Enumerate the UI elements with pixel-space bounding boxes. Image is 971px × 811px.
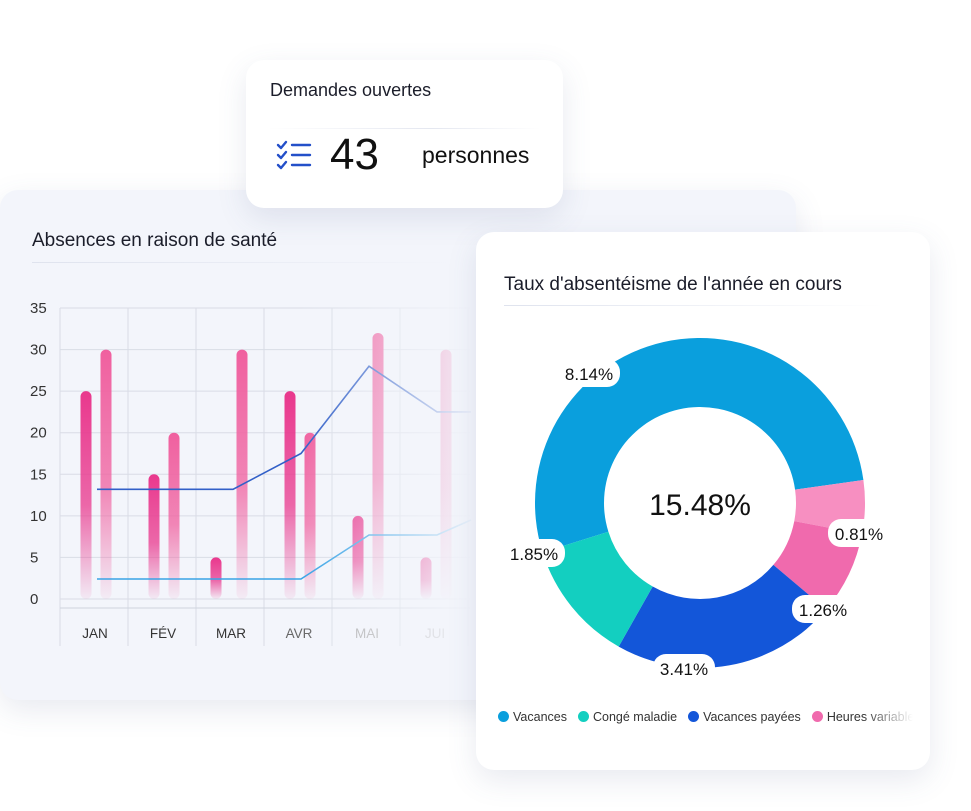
bar: [148, 474, 160, 599]
bar: [168, 432, 180, 599]
donut-center-label: 15.48%: [649, 489, 751, 522]
slice-value-label: 3.41%: [660, 660, 708, 679]
y-tick-label: 10: [30, 508, 47, 525]
donut-slice: [618, 564, 827, 668]
slice-value-label: 0.81%: [835, 525, 883, 544]
legend-dot: [688, 711, 700, 722]
open-requests-count: 43: [330, 130, 379, 179]
open-requests-unit: personnes: [422, 142, 530, 168]
bar: [80, 391, 92, 599]
legend-label: Congé maladie: [592, 710, 678, 724]
y-tick-label: 0: [30, 591, 38, 608]
slice-label-bg: [792, 595, 854, 623]
bar: [236, 349, 248, 599]
open-requests-card: Demandes ouvertes 43 personnes: [246, 60, 563, 208]
checklist-icon: [276, 140, 312, 170]
open-requests-title: Demandes ouvertes: [270, 80, 432, 100]
y-tick-label: 15: [30, 466, 47, 483]
y-tick-label: 35: [30, 300, 47, 317]
x-tick-label: JAN: [82, 626, 108, 641]
title-divider: [504, 305, 884, 306]
legend-label: Vacances payées: [703, 710, 801, 724]
slice-value-label: 1.85%: [510, 545, 558, 564]
slice-value-label: 1.26%: [799, 601, 847, 620]
slice-label-bg: [503, 539, 565, 567]
slice-value-label: 8.14%: [565, 365, 613, 384]
title-divider: [32, 262, 452, 263]
title-divider: [268, 128, 541, 129]
bar: [284, 391, 296, 599]
x-tick-label: MAR: [216, 626, 246, 641]
y-tick-label: 30: [30, 342, 47, 359]
legend-item: Vacances: [498, 710, 567, 724]
y-tick-label: 5: [30, 549, 38, 566]
y-tick-label: 20: [30, 425, 47, 442]
donut-slice: [542, 531, 653, 647]
absenteeism-donut-chart: 15.48% 8.14% 0.81% 1.26% 3.41% 1.85%: [503, 337, 890, 682]
legend-dot: [811, 711, 823, 722]
plot-fade-overlay: [300, 300, 480, 660]
legend-dot: [577, 711, 589, 722]
y-tick-label: 25: [30, 383, 47, 400]
donut-slice: [534, 337, 864, 553]
absences-bar-chart: 05101520253035JANFÉVMARAVRMAIJUI: [30, 300, 480, 660]
legend-label: Vacances: [513, 710, 567, 724]
donut-legend: Vacances Congé maladie Vacances payées Heur…: [498, 710, 913, 730]
slice-label-bg: [828, 519, 890, 547]
slice-label-bg: [653, 654, 715, 682]
bar: [100, 349, 112, 599]
x-tick-label: FÉV: [150, 626, 176, 641]
legend-item: Vacances payées: [688, 710, 801, 724]
absenteeism-chart-title: Taux d'absentéisme de l'année en cours: [504, 274, 842, 295]
legend-fade: [863, 710, 913, 730]
slice-label-bg: [558, 359, 620, 387]
legend-item: Congé maladie: [577, 710, 678, 724]
absenteeism-card: Taux d'absentéisme de l'année en cours 1…: [476, 232, 930, 770]
absences-chart-title: Absences en raison de santé: [32, 230, 278, 251]
legend-dot: [498, 711, 509, 722]
